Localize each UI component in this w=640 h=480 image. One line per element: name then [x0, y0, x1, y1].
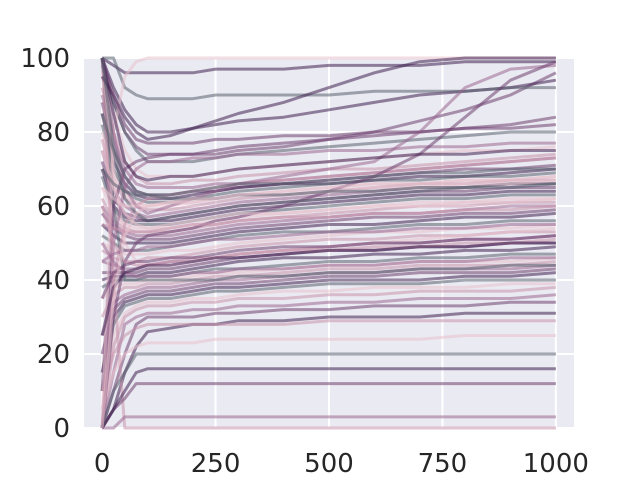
series-line — [101, 56, 556, 75]
series-line — [102, 56, 556, 101]
x-tick-label: 250 — [191, 449, 241, 479]
series-line — [101, 223, 556, 263]
series-line — [100, 282, 556, 410]
series-line — [100, 56, 556, 429]
y-tick-label: 0 — [53, 414, 70, 444]
series-line — [100, 242, 556, 278]
series-line — [100, 311, 556, 429]
series-line — [100, 319, 556, 392]
series-line — [100, 57, 556, 430]
series-line — [100, 57, 557, 215]
x-tick-label: 750 — [418, 449, 468, 479]
series-line — [100, 150, 557, 230]
series-line — [100, 234, 557, 300]
series-line — [100, 285, 557, 429]
series-line — [101, 204, 557, 234]
series-line — [100, 334, 556, 410]
series-line — [100, 241, 556, 336]
series-line — [100, 141, 556, 429]
series-line — [100, 278, 556, 392]
series-line — [100, 208, 557, 241]
y-tick-label: 60 — [37, 192, 70, 222]
series-line — [100, 267, 557, 355]
series-line — [100, 367, 556, 429]
series-line — [100, 260, 557, 318]
series-line — [100, 57, 557, 134]
series-line — [100, 57, 556, 282]
y-tick-label: 100 — [20, 44, 70, 74]
series-line — [100, 57, 557, 145]
x-tick-label: 500 — [304, 449, 354, 479]
series-line — [100, 174, 557, 429]
series-line — [100, 167, 556, 197]
y-tick-label: 80 — [37, 118, 70, 148]
series-line — [101, 245, 557, 282]
series-line — [100, 60, 557, 429]
series-line — [101, 230, 556, 263]
series-line — [100, 271, 557, 373]
x-tick-label: 1000 — [523, 449, 589, 479]
series-line — [100, 57, 556, 182]
y-tick-label: 20 — [37, 340, 70, 370]
y-axis-ticks: 0 20 40 60 80 100 — [20, 44, 70, 444]
x-tick-label: 0 — [94, 449, 111, 479]
series-lines — [100, 56, 557, 430]
series-line — [100, 56, 556, 141]
series-line — [100, 352, 556, 429]
series-line — [100, 382, 556, 429]
y-tick-label: 40 — [37, 266, 70, 296]
x-axis-ticks: 0 250 500 750 1000 — [94, 449, 589, 479]
series-line — [102, 415, 556, 430]
series-line — [101, 211, 557, 245]
series-line — [100, 113, 557, 201]
series-line — [100, 300, 556, 429]
series-line — [100, 293, 557, 429]
series-line — [100, 139, 556, 212]
